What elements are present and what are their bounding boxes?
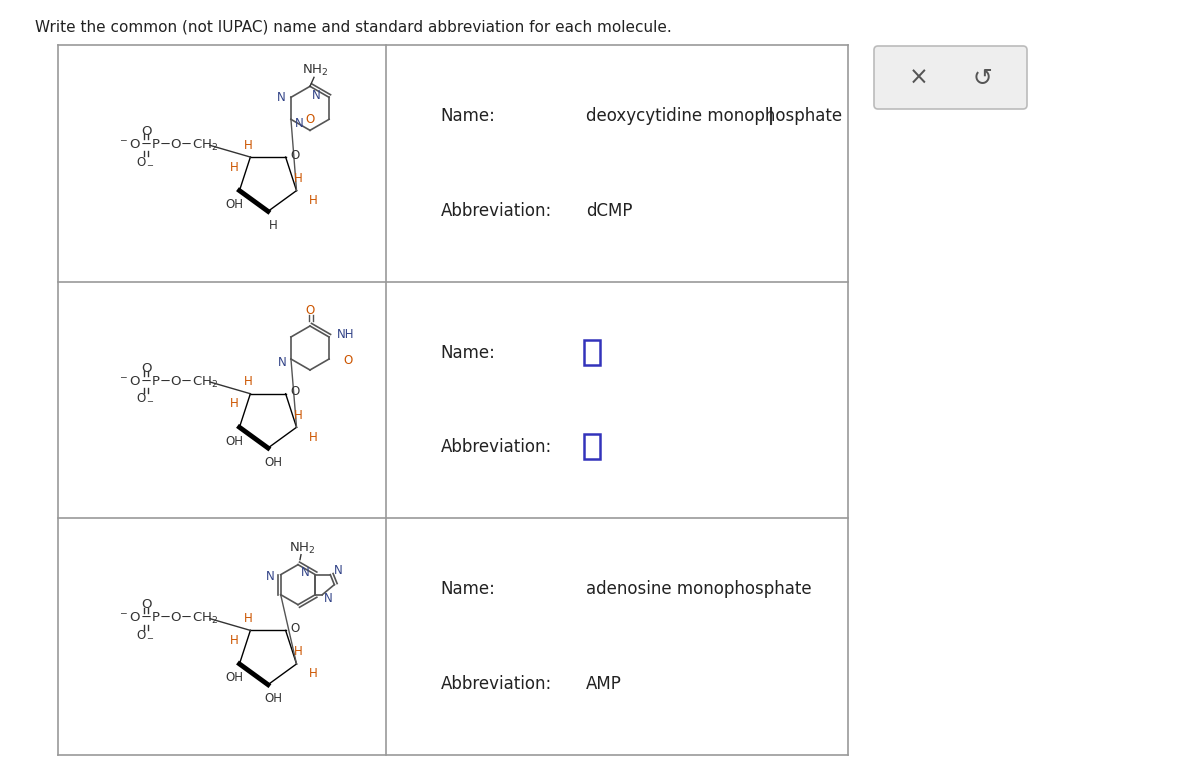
FancyBboxPatch shape: [874, 46, 1027, 109]
Text: O$_-$: O$_-$: [137, 154, 156, 167]
Text: N: N: [295, 117, 304, 130]
Text: O: O: [290, 148, 300, 162]
Text: H: H: [229, 634, 239, 647]
Text: dCMP: dCMP: [586, 202, 632, 220]
Text: NH$_2$: NH$_2$: [301, 63, 329, 78]
Text: N: N: [300, 566, 310, 579]
Text: Abbreviation:: Abbreviation:: [440, 438, 552, 456]
Text: H: H: [244, 138, 253, 152]
Text: N: N: [335, 564, 343, 577]
Text: Abbreviation:: Abbreviation:: [440, 202, 552, 220]
Text: O: O: [140, 361, 151, 375]
Text: H: H: [294, 409, 302, 422]
Text: H: H: [308, 194, 317, 207]
Text: H: H: [229, 397, 239, 410]
Text: H: H: [269, 219, 277, 232]
Text: N: N: [277, 91, 286, 104]
Text: OH: OH: [264, 692, 282, 706]
Text: H: H: [308, 667, 317, 681]
Text: O: O: [305, 304, 314, 316]
Text: deoxycytidine monophosphate: deoxycytidine monophosphate: [586, 107, 842, 125]
Text: Write the common (not IUPAC) name and standard abbreviation for each molecule.: Write the common (not IUPAC) name and st…: [35, 19, 672, 34]
Text: NH$_2$: NH$_2$: [289, 541, 316, 556]
Text: O: O: [140, 125, 151, 138]
Text: $^-$O$-$P$-$O$-$CH$_2$: $^-$O$-$P$-$O$-$CH$_2$: [118, 611, 218, 626]
Text: ↺: ↺: [972, 65, 992, 89]
Text: O$_-$: O$_-$: [137, 627, 156, 640]
Text: NH: NH: [337, 329, 354, 342]
Text: OH: OH: [226, 198, 244, 211]
Text: N: N: [312, 89, 322, 102]
Text: N: N: [278, 357, 287, 370]
Text: H: H: [229, 161, 239, 173]
FancyBboxPatch shape: [584, 434, 600, 459]
Text: N: N: [324, 592, 334, 605]
Text: H: H: [244, 375, 253, 388]
Text: O: O: [343, 354, 353, 368]
Text: Name:: Name:: [440, 107, 496, 125]
Text: Name:: Name:: [440, 580, 496, 598]
Text: O: O: [140, 598, 151, 611]
Text: adenosine monophosphate: adenosine monophosphate: [586, 580, 811, 598]
Text: ×: ×: [908, 65, 929, 89]
Text: O: O: [290, 622, 300, 635]
FancyBboxPatch shape: [584, 340, 600, 364]
Text: $^-$O$-$P$-$O$-$CH$_2$: $^-$O$-$P$-$O$-$CH$_2$: [118, 375, 218, 389]
Text: H: H: [294, 646, 302, 658]
Text: $^-$O$-$P$-$O$-$CH$_2$: $^-$O$-$P$-$O$-$CH$_2$: [118, 138, 218, 153]
Text: O: O: [290, 385, 300, 399]
Text: OH: OH: [226, 435, 244, 448]
Text: N: N: [266, 570, 275, 584]
Text: OH: OH: [226, 671, 244, 685]
Text: H: H: [244, 612, 253, 625]
Text: O$_-$: O$_-$: [137, 391, 156, 403]
Text: AMP: AMP: [586, 675, 622, 693]
Text: H: H: [308, 430, 317, 444]
Text: O: O: [306, 113, 316, 126]
Text: OH: OH: [264, 455, 282, 469]
Text: H: H: [294, 172, 302, 185]
Text: Abbreviation:: Abbreviation:: [440, 675, 552, 693]
Text: Name:: Name:: [440, 343, 496, 361]
